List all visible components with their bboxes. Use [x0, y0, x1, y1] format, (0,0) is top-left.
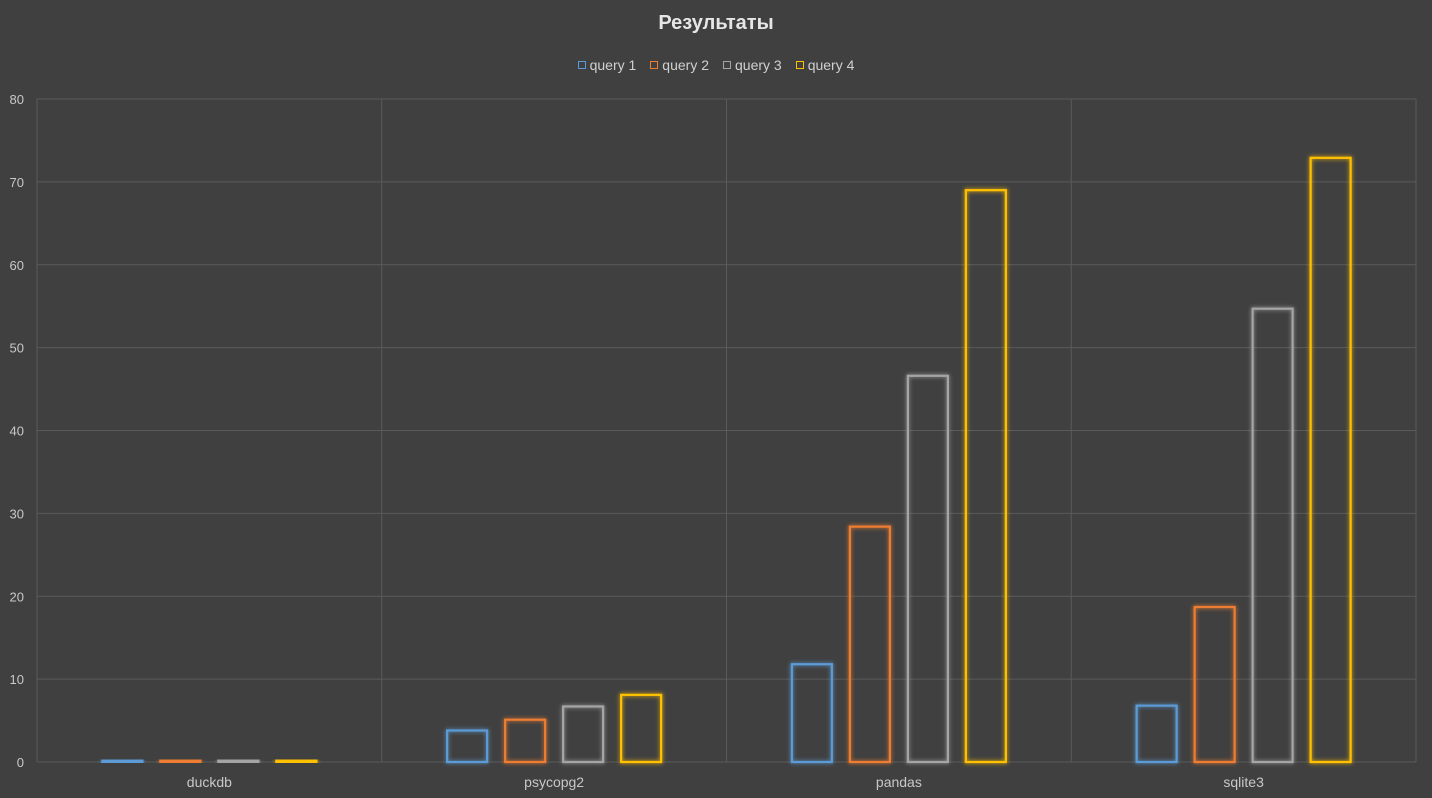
y-tick-label: 0: [17, 755, 24, 770]
legend-label: query 4: [807, 57, 855, 73]
y-axis: 0 10 20 30 40 50 60 70 80: [10, 92, 24, 770]
y-tick-label: 70: [10, 175, 24, 190]
legend-item[interactable]: query 3: [723, 57, 782, 73]
bar-pandas-query-3: [906, 374, 949, 764]
bar-pandas-query-4: [964, 189, 1007, 764]
x-category-label: sqlite3: [1223, 774, 1264, 790]
bar-duckdb-query-2: [159, 759, 202, 764]
bar-duckdb-query-1: [101, 759, 144, 764]
y-tick-label: 50: [10, 341, 24, 356]
bar-sqlite3-query-2: [1193, 605, 1236, 764]
bar-pandas-query-1: [790, 663, 833, 764]
legend-label: query 3: [735, 57, 782, 73]
gridlines: [36, 98, 1417, 763]
bar-sqlite3-query-1: [1135, 704, 1178, 764]
bar-duckdb-query-4: [275, 759, 318, 764]
legend-swatch: [577, 61, 586, 69]
legend-swatch: [795, 61, 804, 69]
legend-swatch: [650, 61, 659, 69]
x-category-label: psycopg2: [524, 774, 584, 790]
bar-sqlite3-query-3: [1251, 307, 1294, 764]
bar-sqlite3-query-4: [1309, 156, 1352, 764]
y-tick-label: 10: [10, 672, 24, 687]
legend-swatch: [723, 61, 731, 69]
x-category-label: pandas: [876, 774, 922, 790]
bar-psycopg2-query-3: [562, 705, 605, 764]
y-tick-label: 80: [10, 92, 24, 107]
bar-pandas-query-2: [848, 525, 891, 764]
bar-psycopg2-query-1: [446, 729, 489, 764]
legend-item[interactable]: query 1: [577, 57, 637, 73]
bar-duckdb-query-3: [217, 759, 260, 764]
x-category-label: duckdb: [187, 774, 232, 790]
chart-title: Результаты: [658, 12, 774, 34]
y-tick-label: 30: [10, 506, 24, 521]
bar-psycopg2-query-4: [620, 693, 663, 764]
y-tick-label: 40: [10, 424, 24, 439]
legend-item[interactable]: query 2: [650, 57, 709, 73]
x-axis: duckdb psycopg2 pandas sqlite3: [187, 774, 1264, 790]
legend: query 1 query 2 query 3 query 4: [0, 57, 1432, 73]
legend-label: query 1: [589, 57, 637, 73]
y-tick-label: 20: [10, 589, 24, 604]
legend-label: query 2: [662, 57, 709, 73]
bar-psycopg2-query-2: [504, 718, 547, 764]
legend-item[interactable]: query 4: [795, 57, 855, 73]
y-tick-label: 60: [10, 258, 24, 273]
bars: [101, 156, 1352, 764]
